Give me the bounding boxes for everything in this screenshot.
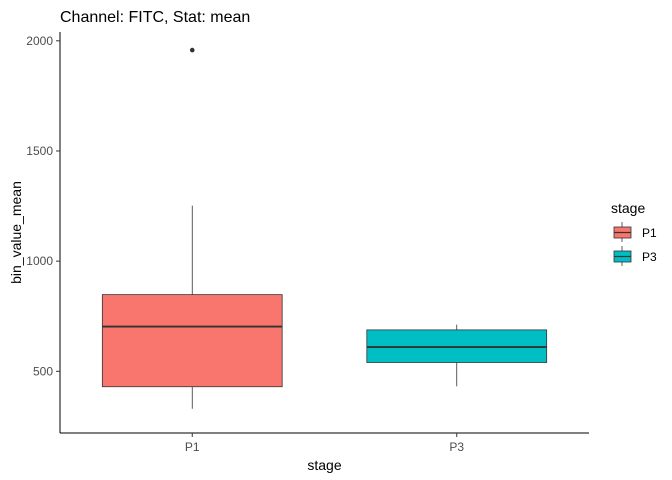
box-p1 (101, 47, 283, 409)
y-tick-label: 1000 (26, 254, 53, 268)
legend: stage P1 P3 (611, 200, 657, 266)
x-tick-label: P1 (185, 440, 200, 454)
y-axis-title: bin_value_mean (8, 181, 24, 284)
legend-item-p1: P1 (613, 222, 657, 242)
plot-area (101, 47, 548, 409)
y-tick-label: 500 (33, 364, 53, 378)
chart-title: Channel: FITC, Stat: mean (60, 9, 250, 26)
y-tick-label: 1500 (26, 144, 53, 158)
box-p3 (366, 324, 548, 387)
y-tick-label: 2000 (26, 34, 53, 48)
iqr-box (101, 294, 283, 388)
legend-item-p3: P3 (613, 246, 657, 266)
legend-items: P1 P3 (613, 222, 657, 266)
legend-label: P3 (642, 250, 657, 264)
x-axis-ticks: P1 P3 (185, 433, 464, 454)
x-tick-label: P3 (449, 440, 464, 454)
y-axis-ticks: 500 1000 1500 2000 (26, 34, 60, 378)
outlier-point (189, 47, 195, 53)
x-axis-title: stage (307, 457, 341, 473)
legend-label: P1 (642, 226, 657, 240)
legend-title: stage (611, 200, 645, 216)
